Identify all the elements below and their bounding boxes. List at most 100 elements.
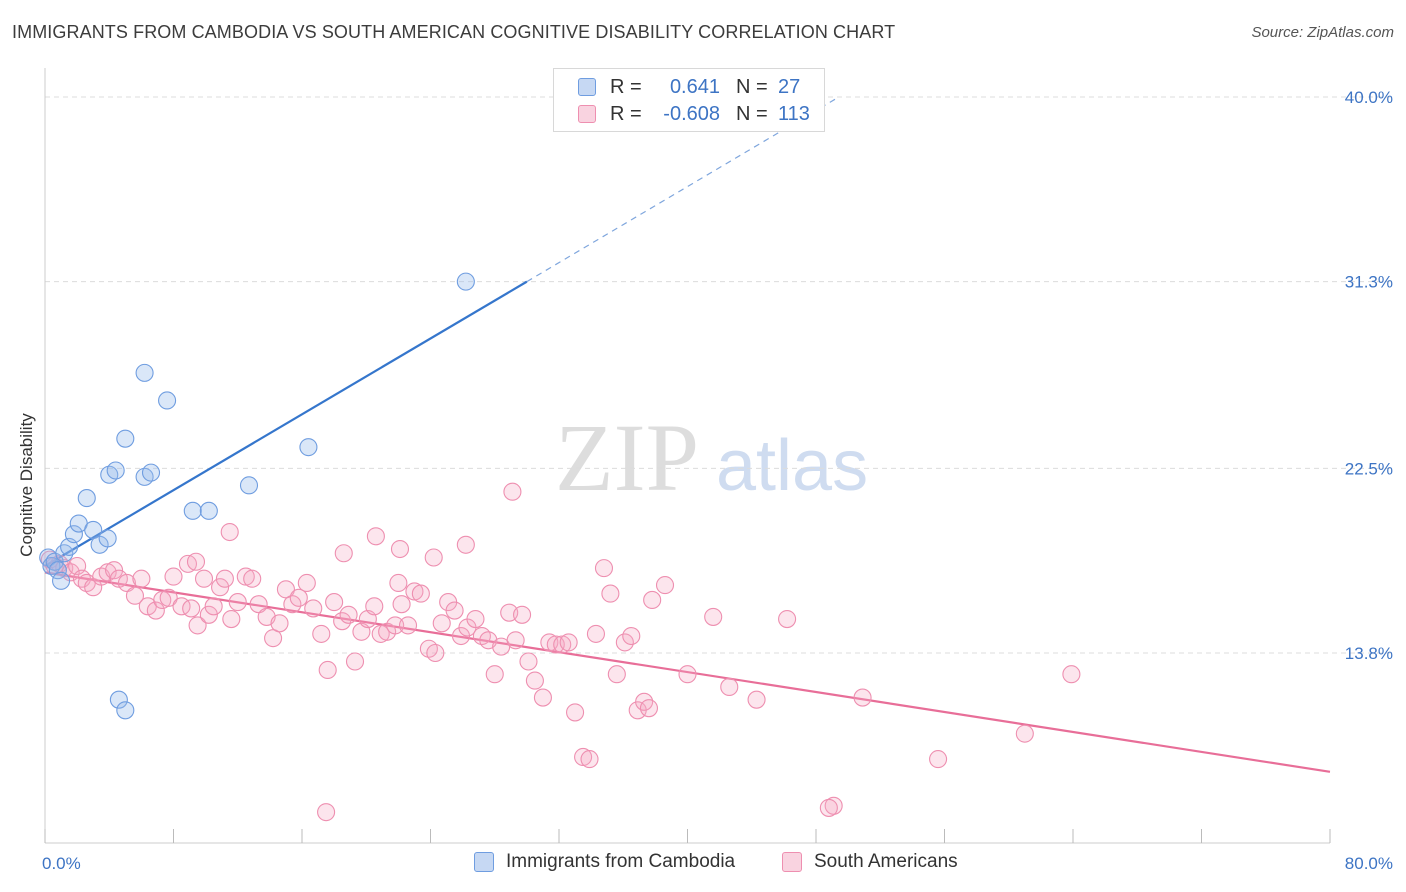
south-american-point [929, 750, 948, 769]
south-american-point [289, 588, 308, 607]
south-american-point [204, 597, 223, 616]
legend-row-south: R = -0.608 N = 113 [578, 101, 810, 127]
south-american-point [580, 750, 599, 769]
south-american-point [105, 561, 124, 580]
south-american-point [222, 609, 241, 629]
south-american-point [199, 605, 218, 624]
correlation-legend: R = 0.641 N = 27 R = -0.608 N = 113 [553, 68, 825, 132]
south-american-point [1015, 724, 1034, 743]
south-american-point [334, 544, 353, 563]
cambodia-point [135, 363, 154, 382]
y-axis-label-wrap: Cognitive Disability [12, 413, 42, 557]
cambodia-point [199, 501, 218, 520]
legend-n-value: 113 [778, 102, 810, 125]
south-american-point [720, 677, 739, 697]
south-american-point [304, 599, 323, 618]
bottom-legend-south: South Americans [782, 851, 958, 873]
cambodia-point [98, 529, 117, 548]
y-tick-label: 40.0% [1345, 88, 1393, 107]
data-points [39, 272, 1081, 822]
y-axis-label: Cognitive Disability [17, 413, 36, 557]
south-american-point [485, 665, 504, 684]
legend-r-value: 0.641 [669, 75, 720, 98]
cambodia-point [299, 438, 318, 457]
south-american-point [159, 588, 178, 607]
south-american-point [853, 688, 872, 707]
south-american-point [215, 569, 234, 588]
south-american-point [819, 798, 838, 817]
south-american-point [559, 633, 578, 652]
grid-lines [45, 96, 1395, 654]
cambodia-point [64, 525, 83, 544]
south-american-point [317, 803, 336, 822]
south-american-point [398, 616, 418, 635]
south-american-point [411, 584, 430, 603]
cambodia-point [116, 701, 135, 720]
chart-title: IMMIGRANTS FROM CAMBODIA VS SOUTH AMERIC… [12, 22, 896, 42]
south-american-point [345, 652, 365, 671]
south-american-point [188, 616, 207, 635]
x-tick-label-max: 80.0% [1345, 854, 1393, 873]
south-american-point [211, 578, 230, 597]
south-american-point [503, 482, 522, 501]
bottom-legend-swatch-cambodia [474, 852, 494, 872]
south-american-point [747, 690, 766, 709]
south-american-point [566, 703, 585, 722]
legend-r-label: R = [610, 75, 642, 98]
south-american-point [392, 595, 411, 614]
south-american-point [519, 652, 538, 671]
cambodia-point [239, 476, 259, 495]
south-american-point [236, 567, 255, 586]
south-american-point [146, 601, 165, 620]
south-american-point [466, 609, 485, 629]
legend-swatch-south [578, 105, 596, 123]
south-american-point [186, 552, 206, 571]
south-american-point [270, 614, 289, 633]
y-tick-label: 22.5% [1345, 459, 1393, 478]
south-american-point [371, 624, 390, 643]
legend-n-label: N = [736, 102, 768, 125]
south-american-point [655, 576, 675, 595]
cambodia-point [109, 690, 128, 709]
south-american-point [607, 665, 626, 684]
south-american-point [704, 607, 723, 626]
south-american-point [432, 614, 451, 633]
south-american-point [194, 569, 214, 588]
south-american-point [678, 665, 697, 684]
south-american-point [586, 624, 605, 643]
legend-n-label: N = [736, 75, 768, 98]
south-american-point [365, 597, 384, 616]
south-american-point [249, 595, 268, 614]
cambodia-point [52, 571, 71, 590]
watermark-zip: ZIP [555, 404, 699, 511]
south-american-point [594, 559, 614, 578]
south-american-point [1062, 665, 1081, 684]
south-american-point [405, 582, 424, 601]
chart-source: Source: ZipAtlas.com [1251, 24, 1394, 41]
bottom-legend-label-cambodia: Immigrants from Cambodia [506, 851, 736, 872]
south-american-point [325, 593, 344, 612]
south-american-point [622, 626, 641, 646]
south-american-point [426, 643, 445, 663]
y-tick-label: 31.3% [1345, 273, 1393, 292]
south-american-point [778, 609, 797, 629]
south-american-point [639, 699, 659, 718]
legend-n-value: 27 [778, 75, 801, 98]
cambodia-point [141, 463, 161, 482]
tick-labels: 13.8% 22.5% 31.3% 40.0% 0.0% 80.0% [42, 88, 1393, 873]
legend-swatch-cambodia [578, 78, 596, 96]
south-american-point [117, 573, 136, 593]
south-american-point [643, 590, 662, 609]
cambodia-point [158, 391, 177, 410]
legend-r-label: R = [610, 102, 642, 125]
south-american-point [228, 593, 247, 612]
south-american-point [389, 573, 408, 593]
south-american-point [220, 522, 239, 542]
south-american-point [424, 548, 443, 567]
south-american-point [297, 573, 316, 593]
south-american-point [601, 584, 620, 603]
south-american-point [109, 569, 128, 588]
cambodia-point [77, 489, 96, 508]
south-american-point [386, 616, 405, 635]
south-american-point [525, 671, 544, 690]
